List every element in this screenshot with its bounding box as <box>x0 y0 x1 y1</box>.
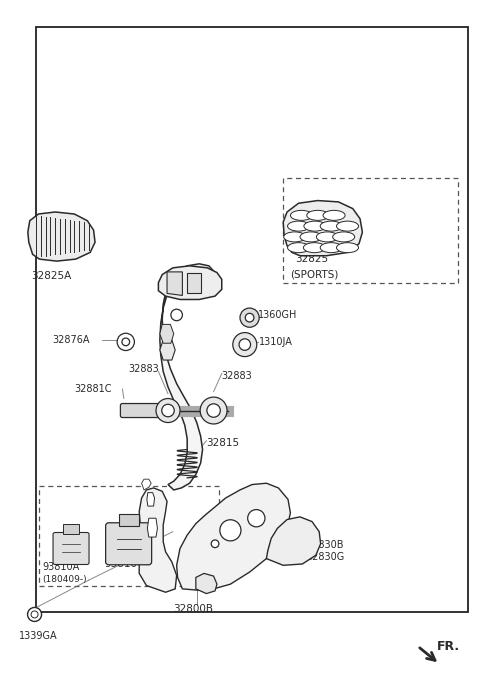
Polygon shape <box>158 266 222 299</box>
Bar <box>39 485 219 586</box>
Ellipse shape <box>288 221 310 231</box>
Polygon shape <box>177 483 290 591</box>
Ellipse shape <box>303 243 325 252</box>
Ellipse shape <box>336 243 359 252</box>
Circle shape <box>117 333 134 351</box>
Circle shape <box>162 404 174 417</box>
Polygon shape <box>142 479 151 490</box>
Ellipse shape <box>290 211 312 220</box>
Ellipse shape <box>323 211 345 220</box>
FancyBboxPatch shape <box>120 404 161 417</box>
Ellipse shape <box>304 221 326 231</box>
Circle shape <box>239 339 251 351</box>
Text: 32830B: 32830B <box>306 540 344 550</box>
Ellipse shape <box>320 243 342 252</box>
Ellipse shape <box>307 211 329 220</box>
Circle shape <box>211 540 219 548</box>
Text: 32800B: 32800B <box>173 604 213 614</box>
Polygon shape <box>147 493 155 506</box>
Ellipse shape <box>320 221 342 231</box>
Polygon shape <box>160 264 215 490</box>
Ellipse shape <box>284 232 306 242</box>
Circle shape <box>156 398 180 423</box>
FancyBboxPatch shape <box>53 532 89 565</box>
Text: (180409-): (180409-) <box>42 575 87 584</box>
Polygon shape <box>283 201 362 256</box>
Text: 1310JA: 1310JA <box>259 337 293 347</box>
Circle shape <box>122 338 130 346</box>
Circle shape <box>27 608 42 621</box>
Text: 32883: 32883 <box>222 371 252 380</box>
Circle shape <box>240 308 259 327</box>
Polygon shape <box>196 573 217 594</box>
Circle shape <box>171 309 182 321</box>
Circle shape <box>200 397 227 424</box>
Text: (SPORTS): (SPORTS) <box>290 270 339 279</box>
Bar <box>63 524 79 534</box>
Circle shape <box>220 520 241 541</box>
Circle shape <box>245 314 254 322</box>
Ellipse shape <box>336 221 359 231</box>
Text: 32815: 32815 <box>206 438 240 448</box>
Circle shape <box>233 332 257 357</box>
Polygon shape <box>167 272 182 295</box>
Text: 32881C: 32881C <box>74 384 112 394</box>
Polygon shape <box>160 340 175 360</box>
Polygon shape <box>28 212 95 261</box>
Polygon shape <box>139 488 177 592</box>
Ellipse shape <box>333 232 355 242</box>
Text: 32825A: 32825A <box>31 271 72 281</box>
Text: 32883: 32883 <box>129 364 159 374</box>
Bar <box>283 178 458 283</box>
Polygon shape <box>266 517 321 565</box>
Ellipse shape <box>300 232 322 242</box>
Polygon shape <box>160 324 174 343</box>
Bar <box>119 513 139 526</box>
Circle shape <box>31 611 38 618</box>
Circle shape <box>248 509 265 527</box>
Bar <box>36 27 468 612</box>
Polygon shape <box>187 273 201 293</box>
Ellipse shape <box>288 243 310 252</box>
Text: 32825: 32825 <box>295 254 328 264</box>
Text: 93810A: 93810A <box>42 562 80 571</box>
Text: 1339GA: 1339GA <box>19 631 58 641</box>
Text: 32830G: 32830G <box>306 553 345 562</box>
Text: 32876A: 32876A <box>52 335 89 345</box>
Ellipse shape <box>316 232 338 242</box>
FancyBboxPatch shape <box>106 523 152 565</box>
Text: 93810: 93810 <box>105 559 138 569</box>
Text: 1360GH: 1360GH <box>258 310 298 320</box>
Text: FR.: FR. <box>437 639 460 653</box>
Circle shape <box>207 404 220 417</box>
Polygon shape <box>147 518 157 537</box>
